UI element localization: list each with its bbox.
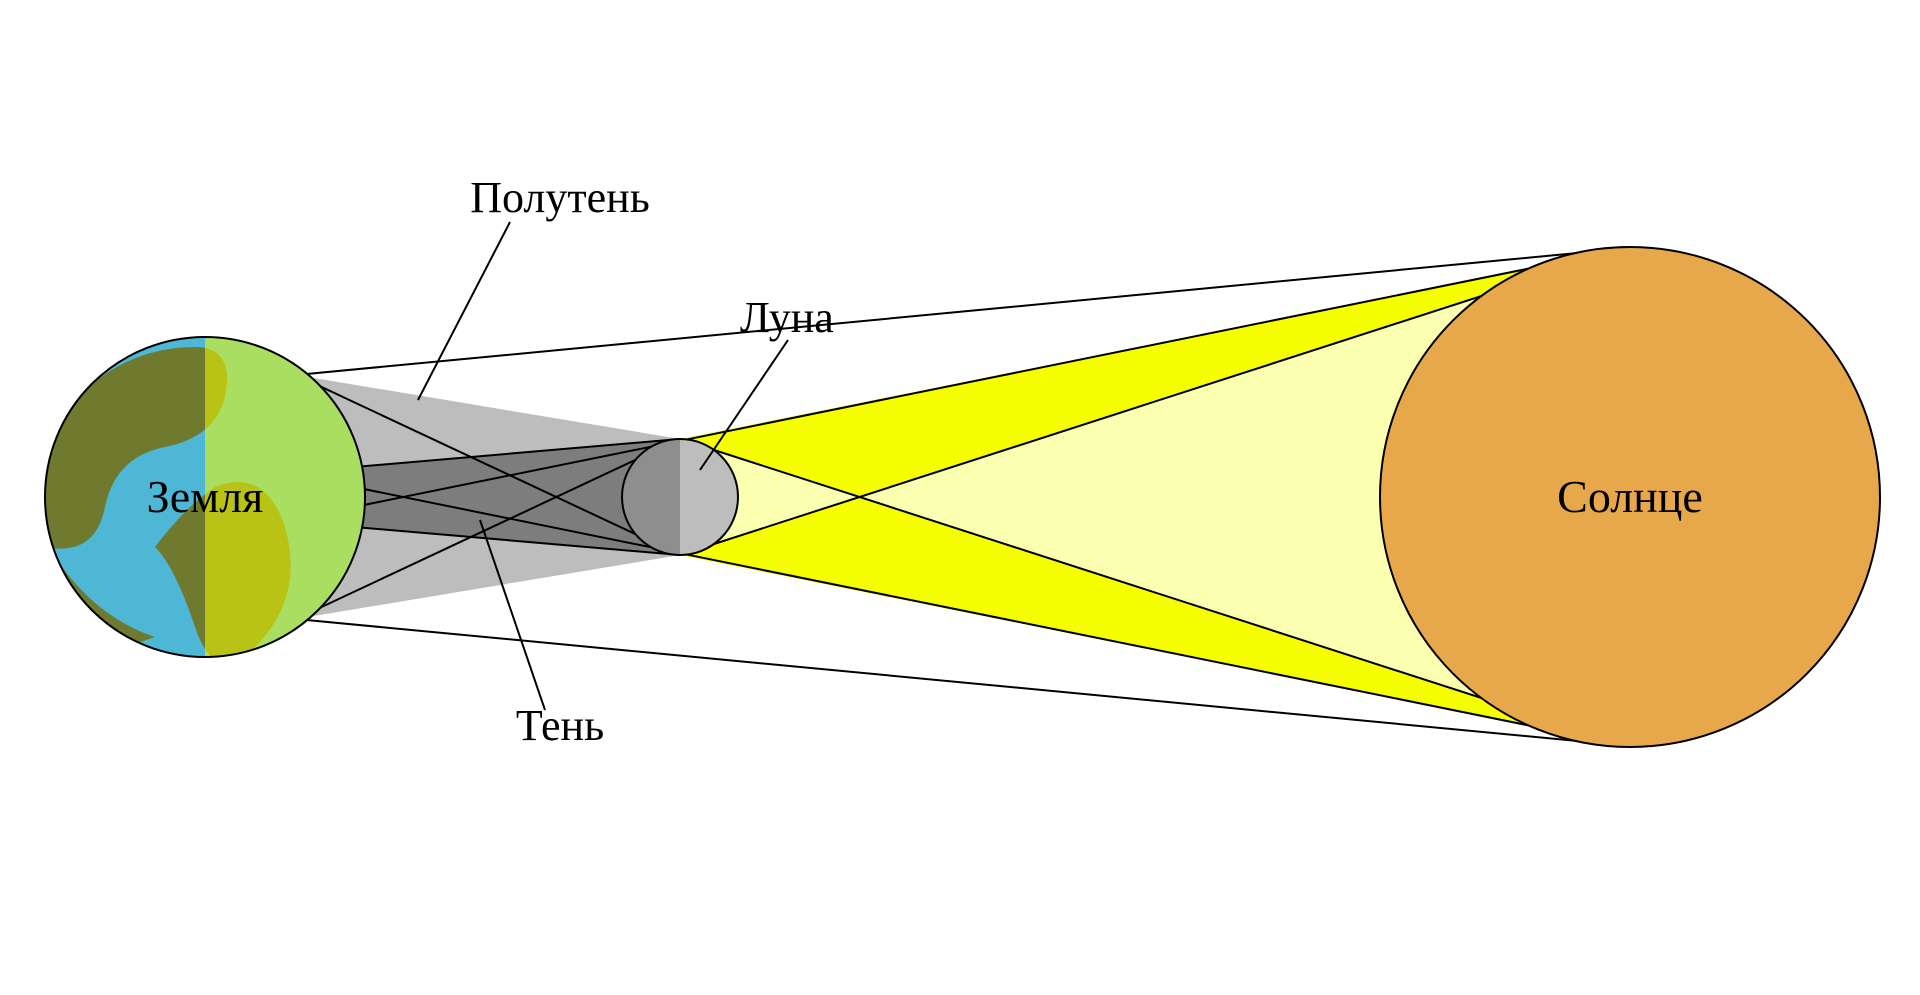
earth-label: Земля [147, 471, 264, 522]
penumbra-leader [418, 222, 510, 400]
umbra-label: Тень [516, 701, 604, 750]
moon-label: Луна [740, 293, 834, 342]
sun-label: Солнце [1557, 471, 1703, 522]
penumbra-label: Полутень [470, 173, 650, 222]
